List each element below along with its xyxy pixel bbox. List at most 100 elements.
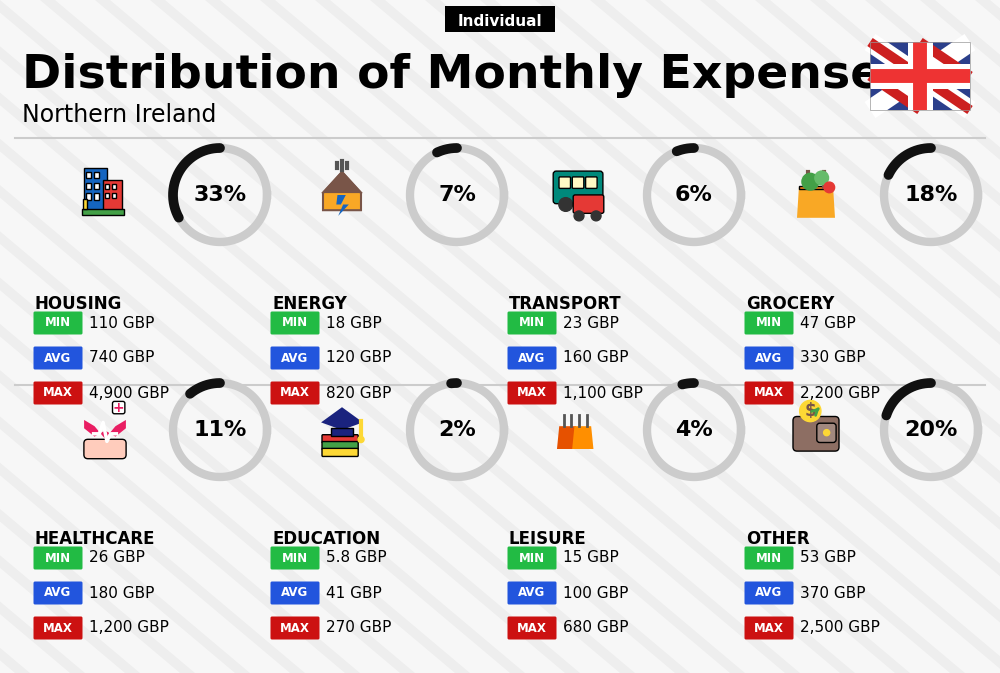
- Polygon shape: [0, 0, 15, 673]
- Polygon shape: [0, 0, 840, 673]
- FancyBboxPatch shape: [34, 382, 82, 404]
- Text: 41 GBP: 41 GBP: [326, 586, 382, 600]
- Text: 2%: 2%: [438, 420, 476, 440]
- Polygon shape: [550, 0, 1000, 673]
- FancyBboxPatch shape: [744, 382, 794, 404]
- FancyBboxPatch shape: [83, 199, 87, 209]
- FancyBboxPatch shape: [94, 193, 99, 200]
- FancyBboxPatch shape: [870, 42, 970, 110]
- Polygon shape: [0, 0, 400, 673]
- Polygon shape: [0, 0, 785, 673]
- FancyBboxPatch shape: [34, 616, 82, 639]
- FancyBboxPatch shape: [559, 177, 570, 188]
- FancyBboxPatch shape: [270, 347, 320, 369]
- Polygon shape: [0, 0, 510, 673]
- Text: AVG: AVG: [281, 586, 309, 600]
- Text: AVG: AVG: [518, 586, 546, 600]
- Text: 11%: 11%: [193, 420, 247, 440]
- Circle shape: [585, 198, 599, 211]
- Text: HEALTHCARE: HEALTHCARE: [35, 530, 156, 548]
- FancyBboxPatch shape: [105, 193, 109, 198]
- Text: 100 GBP: 100 GBP: [563, 586, 628, 600]
- Text: MIN: MIN: [282, 551, 308, 565]
- Polygon shape: [0, 0, 125, 673]
- Polygon shape: [0, 0, 70, 673]
- Text: MAX: MAX: [43, 386, 73, 400]
- FancyBboxPatch shape: [445, 6, 555, 32]
- Polygon shape: [825, 0, 1000, 673]
- Polygon shape: [0, 0, 675, 673]
- Text: +: +: [113, 401, 124, 415]
- Text: MIN: MIN: [282, 316, 308, 330]
- Text: 2,500 GBP: 2,500 GBP: [800, 621, 880, 635]
- FancyBboxPatch shape: [508, 312, 556, 334]
- Polygon shape: [321, 170, 363, 193]
- Text: LEISURE: LEISURE: [509, 530, 587, 548]
- Polygon shape: [0, 0, 455, 673]
- FancyBboxPatch shape: [112, 401, 125, 414]
- FancyBboxPatch shape: [103, 180, 122, 210]
- Circle shape: [815, 171, 829, 185]
- Polygon shape: [0, 0, 345, 673]
- Polygon shape: [330, 0, 1000, 673]
- FancyBboxPatch shape: [508, 546, 556, 569]
- Polygon shape: [0, 0, 180, 673]
- FancyBboxPatch shape: [34, 312, 82, 334]
- Text: 53 GBP: 53 GBP: [800, 551, 856, 565]
- FancyBboxPatch shape: [508, 581, 556, 604]
- Polygon shape: [557, 426, 578, 449]
- Text: 18 GBP: 18 GBP: [326, 316, 382, 330]
- FancyBboxPatch shape: [86, 193, 91, 200]
- Text: AVG: AVG: [44, 586, 72, 600]
- Text: MAX: MAX: [517, 621, 547, 635]
- FancyBboxPatch shape: [744, 347, 794, 369]
- Text: 110 GBP: 110 GBP: [89, 316, 154, 330]
- FancyBboxPatch shape: [112, 184, 116, 188]
- Polygon shape: [220, 0, 1000, 673]
- Text: 5.8 GBP: 5.8 GBP: [326, 551, 387, 565]
- Text: 6%: 6%: [675, 185, 713, 205]
- Circle shape: [802, 174, 819, 190]
- FancyBboxPatch shape: [508, 382, 556, 404]
- Polygon shape: [935, 0, 1000, 673]
- Polygon shape: [572, 426, 593, 449]
- FancyBboxPatch shape: [270, 382, 320, 404]
- Text: MAX: MAX: [754, 386, 784, 400]
- FancyBboxPatch shape: [573, 195, 604, 213]
- Polygon shape: [797, 187, 835, 218]
- FancyBboxPatch shape: [270, 616, 320, 639]
- Polygon shape: [275, 0, 1000, 673]
- Polygon shape: [715, 0, 1000, 673]
- FancyBboxPatch shape: [553, 171, 603, 204]
- FancyBboxPatch shape: [322, 435, 358, 443]
- FancyBboxPatch shape: [270, 546, 320, 569]
- Text: AVG: AVG: [755, 351, 783, 365]
- Text: 4,900 GBP: 4,900 GBP: [89, 386, 169, 400]
- Text: 740 GBP: 740 GBP: [89, 351, 154, 365]
- Text: 2,200 GBP: 2,200 GBP: [800, 386, 880, 400]
- Text: 23 GBP: 23 GBP: [563, 316, 619, 330]
- Polygon shape: [336, 195, 349, 216]
- Text: MIN: MIN: [756, 551, 782, 565]
- Text: 20%: 20%: [904, 420, 958, 440]
- Text: 47 GBP: 47 GBP: [800, 316, 856, 330]
- Text: MIN: MIN: [45, 551, 71, 565]
- Text: 7%: 7%: [438, 185, 476, 205]
- Text: AVG: AVG: [281, 351, 309, 365]
- FancyBboxPatch shape: [86, 172, 91, 178]
- Text: AVG: AVG: [44, 351, 72, 365]
- Text: 33%: 33%: [193, 185, 247, 205]
- Text: MAX: MAX: [280, 621, 310, 635]
- Text: 4%: 4%: [675, 420, 713, 440]
- Text: Individual: Individual: [458, 15, 542, 30]
- Polygon shape: [55, 0, 895, 673]
- FancyBboxPatch shape: [34, 546, 82, 569]
- FancyBboxPatch shape: [572, 177, 584, 188]
- Text: 180 GBP: 180 GBP: [89, 586, 154, 600]
- Text: HOUSING: HOUSING: [35, 295, 122, 313]
- Text: 26 GBP: 26 GBP: [89, 551, 145, 565]
- FancyBboxPatch shape: [744, 616, 794, 639]
- FancyBboxPatch shape: [322, 448, 358, 456]
- Text: TRANSPORT: TRANSPORT: [509, 295, 622, 313]
- Polygon shape: [880, 0, 1000, 673]
